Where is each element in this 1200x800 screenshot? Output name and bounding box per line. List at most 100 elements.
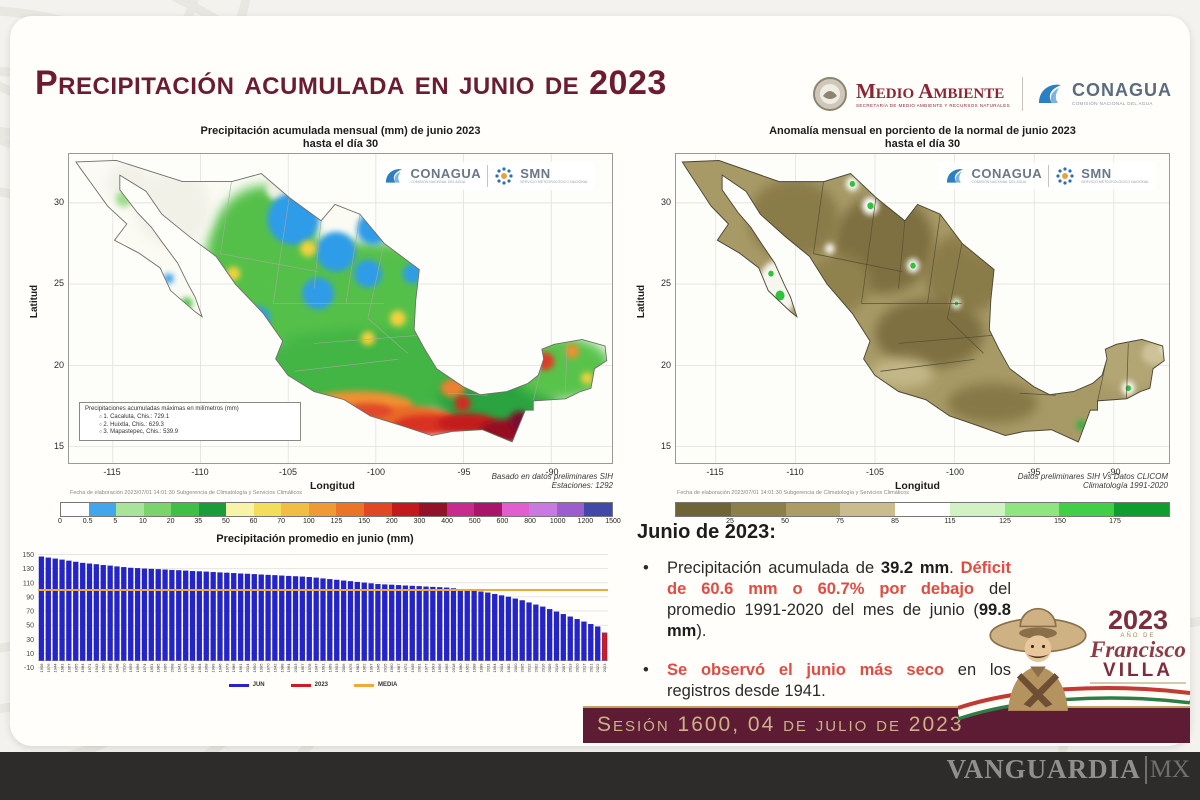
svg-text:1948: 1948 [114, 663, 119, 673]
svg-text:30: 30 [26, 637, 34, 644]
vanguardia-watermark: VANGUARDIA MX [946, 754, 1190, 784]
svg-text:1995: 1995 [259, 663, 264, 673]
villa-name-francisco: Francisco [1090, 637, 1186, 662]
conagua-water-icon [385, 169, 402, 183]
right-map-ylabel: Latitud [636, 284, 648, 319]
svg-text:1975: 1975 [348, 663, 353, 673]
left-map-xlabel: Longitud [310, 480, 355, 492]
svg-text:2022: 2022 [595, 663, 600, 673]
conagua-water-icon [1039, 84, 1061, 103]
government-seal-icon [812, 77, 847, 111]
summary-heading: Junio de 2023: [637, 521, 776, 543]
presentation-slide: Precipitación acumulada en junio de 2023… [10, 16, 1190, 746]
svg-text:-10: -10 [24, 665, 34, 672]
svg-text:1964: 1964 [286, 663, 291, 673]
svg-text:1998: 1998 [472, 663, 477, 673]
x-tick: -90 [1107, 467, 1121, 477]
svg-text:1985: 1985 [156, 663, 161, 673]
legend-item: MEDIA [354, 682, 397, 688]
max-precipitation-inset: Precipitaciones acumuladas máximas en mi… [79, 402, 301, 441]
svg-text:50: 50 [26, 623, 34, 630]
svg-text:2004: 2004 [499, 663, 504, 673]
svg-text:1971: 1971 [87, 663, 92, 673]
svg-text:2012: 2012 [527, 663, 532, 673]
svg-text:1959: 1959 [128, 663, 133, 673]
svg-text:1956: 1956 [437, 663, 442, 673]
villa-tagline-line [1090, 682, 1186, 684]
x-tick: -95 [1027, 467, 1041, 477]
francisco-villa-2023-logo: 2023 AÑO DE Francisco VILLA [988, 593, 1188, 718]
svg-text:1946: 1946 [217, 663, 222, 673]
svg-text:1953: 1953 [334, 663, 339, 673]
svg-text:1984: 1984 [80, 663, 85, 673]
map-brand-logos: CONAGUA COMISIÓN NACIONAL DEL AGUA SMN SER… [376, 162, 594, 190]
x-tick: -110 [191, 467, 209, 477]
svg-text:1951: 1951 [149, 663, 154, 673]
anomaly-colorbar: 25 50 75 85 115 125 150 175 [675, 502, 1170, 528]
svg-text:1968: 1968 [204, 663, 209, 673]
precipitation-map: CONAGUA COMISIÓN NACIONAL DEL AGUA SMN SER… [68, 153, 613, 464]
svg-text:1962: 1962 [362, 663, 367, 673]
svg-text:2005: 2005 [520, 663, 525, 673]
svg-text:2014: 2014 [245, 663, 250, 673]
svg-text:2013: 2013 [568, 663, 573, 673]
svg-text:2001: 2001 [417, 663, 422, 673]
logo-divider [1022, 77, 1023, 111]
y-tick: 30 [53, 197, 64, 207]
svg-text:1957: 1957 [300, 663, 305, 673]
svg-text:2007: 2007 [561, 663, 566, 673]
svg-text:1969: 1969 [327, 663, 332, 673]
svg-text:1952: 1952 [465, 663, 470, 673]
svg-text:2000: 2000 [513, 663, 518, 673]
legend-item: JUN [228, 682, 265, 688]
svg-text:1949: 1949 [410, 663, 415, 673]
svg-text:1989: 1989 [478, 663, 483, 673]
x-tick: -105 [278, 467, 297, 477]
y-tick: 15 [53, 441, 64, 451]
precipitation-colorbar: 0 0.5 5 10 20 35 50 60 70 100 125 150 200 300 400 500 60… [58, 502, 621, 528]
svg-text:2008: 2008 [169, 663, 174, 673]
y-tick: 20 [53, 360, 64, 370]
svg-text:1943: 1943 [94, 663, 99, 673]
svg-text:1982: 1982 [506, 663, 511, 673]
x-tick: -110 [786, 467, 804, 477]
bar-chart-title: Precipitación promedio en junio (mm) [216, 533, 414, 545]
svg-text:1987: 1987 [396, 663, 401, 673]
conagua-sublabel: COMISIÓN NACIONAL DEL AGUA [1072, 101, 1153, 106]
svg-text:1992: 1992 [190, 663, 195, 673]
svg-text:1954: 1954 [197, 663, 202, 673]
anomaly-map-svg [676, 154, 1169, 463]
svg-text:2016: 2016 [540, 663, 545, 673]
svg-text:2003: 2003 [293, 663, 298, 673]
x-tick: -90 [545, 467, 559, 477]
x-tick: -100 [366, 467, 385, 477]
precipitation-map-title: Precipitación acumulada mensual (mm) de … [200, 125, 481, 150]
svg-text:1977: 1977 [424, 663, 429, 673]
svg-text:1991: 1991 [321, 663, 326, 673]
left-map-ylabel: Latitud [29, 284, 41, 319]
session-label: Sesión 1600, 04 de julio de 2023 [597, 713, 964, 736]
map-brand-logos: CONAGUA COMISIÓN NACIONAL DEL AGUA SMN SER… [937, 162, 1155, 190]
medio-ambiente-sublabel: SECRETARÍA DE MEDIO AMBIENTE Y RECURSOS … [855, 102, 1010, 108]
svg-text:1965: 1965 [444, 663, 449, 673]
logo-divider [1048, 165, 1050, 187]
precipitation-map-svg [69, 154, 612, 463]
header-logos: Medio Ambiente SECRETARÍA DE MEDIO AMBIE… [812, 76, 1172, 112]
y-tick: 15 [660, 441, 671, 451]
svg-text:1960: 1960 [389, 663, 394, 673]
svg-text:1974: 1974 [142, 663, 147, 673]
right-map-xlabel: Longitud [895, 480, 940, 492]
svg-text:1941: 1941 [176, 663, 181, 673]
right-map-elaboration-note: Fecha de elaboración 2023/07/01 14:01:30… [677, 490, 910, 496]
svg-text:2019: 2019 [554, 663, 559, 673]
villa-name-villa: VILLA [1103, 660, 1173, 681]
svg-text:150: 150 [22, 552, 34, 559]
svg-text:1994: 1994 [492, 663, 497, 673]
smn-icon [1056, 167, 1074, 185]
svg-text:2020: 2020 [575, 663, 580, 673]
svg-text:1996: 1996 [135, 663, 140, 673]
svg-text:1942: 1942 [272, 663, 277, 673]
right-map-source-note: Datos preliminares SIH Vs Datos CLICOM C… [1017, 472, 1168, 490]
svg-text:1993: 1993 [430, 663, 435, 673]
svg-text:2002: 2002 [533, 663, 538, 673]
